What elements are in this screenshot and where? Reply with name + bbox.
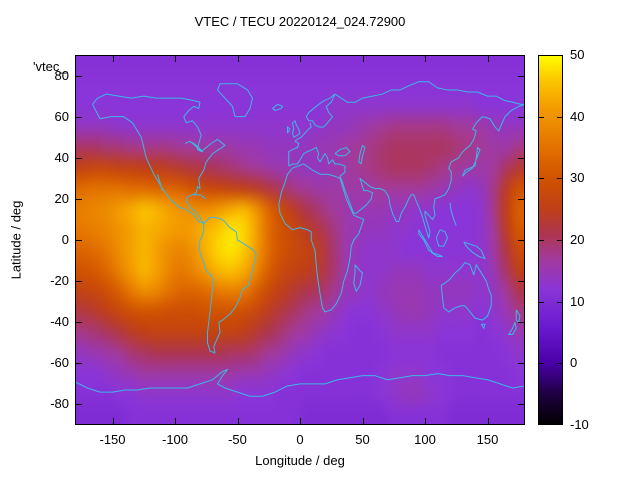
y-tick-label: -80 bbox=[50, 396, 69, 412]
y-tick-label: 40 bbox=[54, 149, 69, 165]
x-tick-label: 0 bbox=[296, 432, 304, 447]
y-tick-label: -60 bbox=[50, 355, 69, 371]
x-axis-label: Longitude / deg bbox=[255, 453, 345, 468]
colorbar-tick-label: -10 bbox=[570, 417, 589, 432]
x-tick-label: -50 bbox=[228, 432, 247, 447]
x-tick-label: 50 bbox=[355, 432, 370, 447]
x-tick-label: -100 bbox=[161, 432, 189, 447]
key-label: 'vtec_ bbox=[33, 59, 67, 74]
heatmap-canvas bbox=[75, 55, 525, 425]
y-tick-label: -40 bbox=[50, 314, 69, 330]
chart-title: VTEC / TECU 20220124_024.72900 bbox=[194, 14, 406, 29]
x-tick-label: -150 bbox=[99, 432, 126, 447]
y-tick-label: -20 bbox=[50, 273, 69, 289]
y-axis-label: Latitude / deg bbox=[8, 200, 24, 280]
colorbar-tick-label: 40 bbox=[570, 108, 585, 124]
x-tick-label: 100 bbox=[414, 432, 436, 447]
colorbar-canvas bbox=[538, 55, 563, 425]
y-tick-label: 60 bbox=[54, 108, 69, 124]
colorbar-tick-label: 50 bbox=[570, 47, 585, 62]
y-tick-label: 20 bbox=[54, 190, 69, 206]
colorbar-tick-label: 20 bbox=[570, 232, 585, 247]
colorbar-tick-label: 0 bbox=[570, 355, 578, 371]
colorbar-tick-label: 10 bbox=[570, 293, 585, 309]
colorbar-tick-label: 30 bbox=[570, 170, 585, 186]
x-tick-label: 150 bbox=[476, 432, 499, 447]
y-tick-label: 80 bbox=[54, 67, 69, 83]
y-tick-label: 0 bbox=[61, 232, 69, 247]
